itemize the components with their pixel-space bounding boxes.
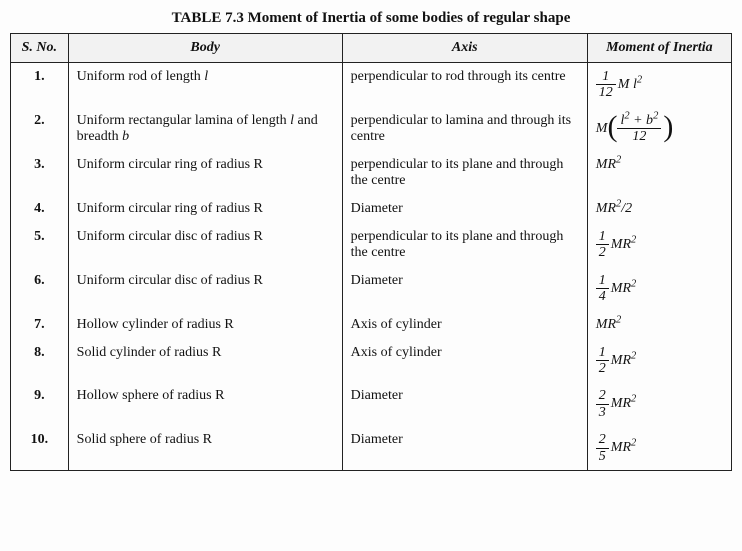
cell-axis: perpendicular to lamina and through its … bbox=[342, 107, 587, 151]
table-row: 5.Uniform circular disc of radius Rperpe… bbox=[11, 223, 732, 267]
cell-moi: 23MR2 bbox=[587, 382, 731, 426]
cell-sno: 5. bbox=[11, 223, 69, 267]
cell-body: Uniform circular ring of radius R bbox=[68, 195, 342, 223]
cell-axis: Diameter bbox=[342, 195, 587, 223]
cell-moi: MR2 bbox=[587, 311, 731, 339]
cell-sno: 4. bbox=[11, 195, 69, 223]
cell-axis: Diameter bbox=[342, 426, 587, 470]
cell-body: Uniform rod of length l bbox=[68, 63, 342, 107]
cell-axis: Axis of cylinder bbox=[342, 311, 587, 339]
cell-moi: 25MR2 bbox=[587, 426, 731, 470]
cell-sno: 1. bbox=[11, 63, 69, 107]
header-moi: Moment of Inertia bbox=[587, 34, 731, 63]
cell-moi: 12MR2 bbox=[587, 223, 731, 267]
table-row: 4.Uniform circular ring of radius RDiame… bbox=[11, 195, 732, 223]
table-row: 3.Uniform circular ring of radius Rperpe… bbox=[11, 151, 732, 195]
cell-moi: 112M l2 bbox=[587, 63, 731, 107]
cell-moi: MR2/2 bbox=[587, 195, 731, 223]
cell-axis: Diameter bbox=[342, 382, 587, 426]
cell-axis: perpendicular to its plane and through t… bbox=[342, 223, 587, 267]
table-row: 2.Uniform rectangular lamina of length l… bbox=[11, 107, 732, 151]
cell-moi: 12MR2 bbox=[587, 339, 731, 383]
cell-moi: MR2 bbox=[587, 151, 731, 195]
cell-sno: 7. bbox=[11, 311, 69, 339]
cell-body: Solid sphere of radius R bbox=[68, 426, 342, 470]
table-caption: TABLE 7.3 Moment of Inertia of some bodi… bbox=[10, 10, 732, 27]
table-row: 6.Uniform circular disc of radius RDiame… bbox=[11, 267, 732, 311]
cell-sno: 2. bbox=[11, 107, 69, 151]
header-sno: S. No. bbox=[11, 34, 69, 63]
header-row: S. No. Body Axis Moment of Inertia bbox=[11, 34, 732, 63]
header-axis: Axis bbox=[342, 34, 587, 63]
inertia-table: S. No. Body Axis Moment of Inertia 1.Uni… bbox=[10, 33, 732, 471]
cell-body: Uniform circular disc of radius R bbox=[68, 223, 342, 267]
cell-axis: Diameter bbox=[342, 267, 587, 311]
table-row: 7.Hollow cylinder of radius RAxis of cyl… bbox=[11, 311, 732, 339]
cell-body: Uniform rectangular lamina of length l a… bbox=[68, 107, 342, 151]
cell-axis: Axis of cylinder bbox=[342, 339, 587, 383]
cell-sno: 6. bbox=[11, 267, 69, 311]
cell-moi: M(l2 + b212) bbox=[587, 107, 731, 151]
table-row: 1.Uniform rod of length lperpendicular t… bbox=[11, 63, 732, 107]
cell-body: Uniform circular ring of radius R bbox=[68, 151, 342, 195]
header-body: Body bbox=[68, 34, 342, 63]
cell-sno: 3. bbox=[11, 151, 69, 195]
cell-axis: perpendicular to rod through its centre bbox=[342, 63, 587, 107]
cell-sno: 10. bbox=[11, 426, 69, 470]
table-row: 9.Hollow sphere of radius RDiameter23MR2 bbox=[11, 382, 732, 426]
cell-moi: 14MR2 bbox=[587, 267, 731, 311]
cell-sno: 9. bbox=[11, 382, 69, 426]
cell-sno: 8. bbox=[11, 339, 69, 383]
cell-axis: perpendicular to its plane and through t… bbox=[342, 151, 587, 195]
cell-body: Uniform circular disc of radius R bbox=[68, 267, 342, 311]
table-row: 10.Solid sphere of radius RDiameter25MR2 bbox=[11, 426, 732, 470]
table-row: 8.Solid cylinder of radius RAxis of cyli… bbox=[11, 339, 732, 383]
cell-body: Solid cylinder of radius R bbox=[68, 339, 342, 383]
cell-body: Hollow sphere of radius R bbox=[68, 382, 342, 426]
cell-body: Hollow cylinder of radius R bbox=[68, 311, 342, 339]
